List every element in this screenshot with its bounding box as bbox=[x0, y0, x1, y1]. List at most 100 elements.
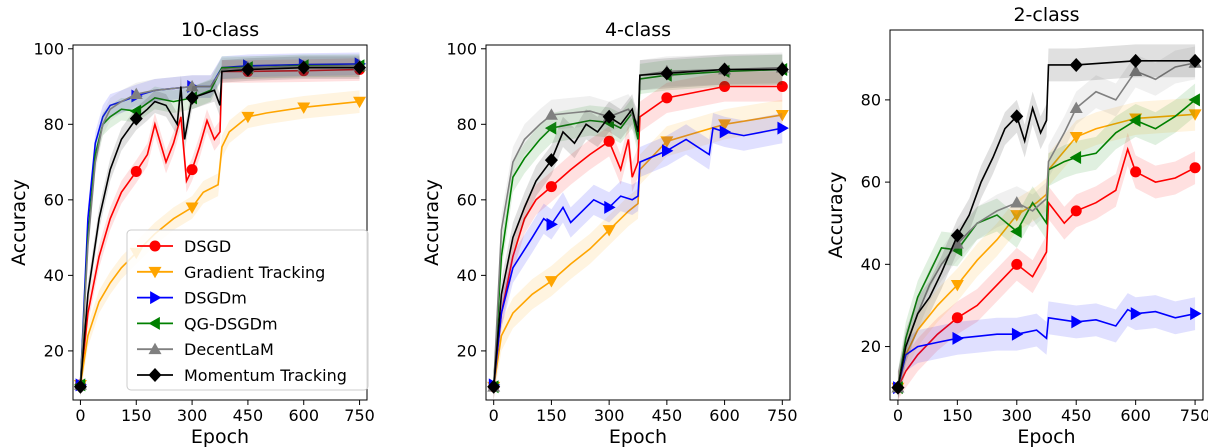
x-tick-label: 450 bbox=[652, 406, 683, 425]
marker-dsgdm bbox=[1071, 315, 1083, 329]
marker-gradient-tracking bbox=[660, 136, 674, 148]
band-decentlam bbox=[897, 46, 1196, 400]
x-tick-label: 450 bbox=[233, 406, 264, 425]
x-tick-label: 300 bbox=[1002, 406, 1033, 425]
line-qg-dsgdm bbox=[897, 99, 1196, 388]
y-tick-label: 20 bbox=[861, 337, 881, 356]
legend: DSGD Gradient Tracking DSGDm QG-DSGDm Decent… bbox=[126, 229, 369, 391]
chart-10-class: 0 150 300 450 600 750 20 40 60 80 100 10-class Epoch… bbox=[8, 19, 375, 447]
marker-gradient-tracking bbox=[1069, 132, 1083, 144]
marker-momentum-tracking bbox=[129, 111, 143, 126]
marker-gradient-tracking bbox=[1188, 109, 1202, 121]
marker-decentlam bbox=[1129, 64, 1143, 76]
marker-momentum-tracking bbox=[950, 228, 964, 243]
x-tick-label: 600 bbox=[709, 406, 740, 425]
chart-title: 4-class bbox=[605, 19, 671, 41]
marker-dsgdm bbox=[1130, 307, 1143, 321]
marker-dsgdm bbox=[661, 144, 674, 158]
x-tick-label: 750 bbox=[344, 406, 375, 425]
chart-4-class: 0 150 300 450 600 750 20 40 60 80 100 4-class Epoch A… bbox=[421, 19, 798, 447]
legend-marker bbox=[150, 291, 162, 305]
y-tick-label: 80 bbox=[44, 115, 64, 134]
marker-momentum-tracking bbox=[185, 90, 199, 105]
band-gradient-tracking bbox=[897, 97, 1196, 400]
marker-momentum-tracking bbox=[1010, 109, 1024, 124]
x-axis-label: Epoch bbox=[609, 426, 667, 447]
legend-label: DSGDm bbox=[184, 289, 247, 308]
marker-dsgdm bbox=[777, 121, 789, 135]
marker-dsgd bbox=[1011, 258, 1023, 270]
x-tick-label: 150 bbox=[942, 406, 973, 425]
legend-marker bbox=[148, 316, 160, 330]
series-decentlam bbox=[891, 46, 1202, 400]
marker-dsgd bbox=[603, 135, 615, 147]
marker-momentum-tracking bbox=[544, 153, 558, 168]
chart-title: 2-class bbox=[1013, 4, 1079, 26]
series-dsgdm bbox=[488, 112, 789, 400]
marker-decentlam bbox=[544, 108, 558, 120]
legend-label: Gradient Tracking bbox=[184, 263, 325, 282]
y-tick-label: 100 bbox=[33, 39, 64, 58]
y-tick-label: 60 bbox=[861, 173, 881, 192]
marker-momentum-tracking bbox=[891, 380, 905, 395]
series-momentum-tracking bbox=[487, 54, 789, 400]
plot-frame bbox=[485, 44, 791, 401]
marker-dsgd bbox=[545, 181, 557, 193]
chart-title: 10-class bbox=[181, 19, 259, 41]
x-tick-label: 0 bbox=[893, 406, 903, 425]
marker-dsgd bbox=[1130, 166, 1142, 178]
marker-dsgd bbox=[186, 164, 198, 176]
line-decentlam bbox=[79, 65, 360, 385]
marker-qg-dsgdm bbox=[1010, 224, 1022, 238]
legend-marker bbox=[148, 266, 162, 279]
line-momentum-tracking bbox=[897, 59, 1196, 388]
chart-2-class: 0 150 300 450 600 750 20 40 60 80 2-class Epoch Accu… bbox=[825, 4, 1208, 447]
x-tick-label: 150 bbox=[121, 406, 152, 425]
x-tick-label: 600 bbox=[1120, 406, 1151, 425]
legend-marker bbox=[148, 342, 162, 355]
x-tick-label: 600 bbox=[288, 406, 319, 425]
marker-gradient-tracking bbox=[241, 111, 255, 124]
marker-gradient-tracking bbox=[544, 276, 558, 288]
legend-label: QG-DSGDm bbox=[184, 314, 278, 333]
legend-label: Momentum Tracking bbox=[184, 366, 347, 385]
legend-label: DSGD bbox=[184, 237, 231, 256]
y-tick-label: 60 bbox=[457, 190, 477, 209]
marker-dsgd bbox=[776, 81, 788, 93]
marker-decentlam bbox=[185, 80, 199, 92]
legend-entry-momentum-tracking: Momentum Tracking bbox=[137, 366, 347, 385]
legend-entry-decentlam: DecentLaM bbox=[137, 340, 274, 359]
y-tick-label: 40 bbox=[861, 255, 881, 274]
marker-gradient-tracking bbox=[185, 202, 199, 214]
marker-momentum-tracking bbox=[487, 379, 501, 394]
line-momentum-tracking bbox=[492, 68, 783, 387]
marker-gradient-tracking bbox=[718, 119, 732, 131]
marker-dsgdm bbox=[1190, 307, 1202, 321]
marker-momentum-tracking bbox=[1129, 53, 1143, 68]
marker-momentum-tracking bbox=[241, 62, 255, 77]
y-tick-label: 80 bbox=[457, 115, 477, 134]
x-tick-label: 150 bbox=[536, 406, 567, 425]
y-tick-label: 20 bbox=[44, 341, 64, 360]
marker-gradient-tracking bbox=[1010, 210, 1024, 222]
marker-momentum-tracking bbox=[73, 379, 87, 394]
x-tick-label: 300 bbox=[594, 406, 625, 425]
marker-decentlam bbox=[950, 237, 964, 249]
line-momentum-tracking bbox=[79, 66, 360, 387]
marker-dsgdm bbox=[546, 217, 558, 231]
marker-momentum-tracking bbox=[602, 109, 616, 124]
marker-momentum-tracking bbox=[660, 66, 674, 81]
x-tick-label: 450 bbox=[1061, 406, 1092, 425]
y-tick-label: 40 bbox=[457, 266, 477, 285]
marker-qg-dsgdm bbox=[544, 121, 557, 135]
legend-label: DecentLaM bbox=[184, 340, 274, 359]
marker-gradient-tracking bbox=[602, 225, 616, 237]
marker-momentum-tracking bbox=[718, 62, 732, 77]
legend-marker bbox=[149, 240, 161, 252]
line-decentlam bbox=[492, 66, 783, 387]
series-gradient-tracking bbox=[891, 97, 1202, 400]
y-tick-label: 60 bbox=[44, 190, 64, 209]
legend-entry-qg-dsgdm: QG-DSGDm bbox=[137, 314, 278, 333]
marker-gradient-tracking bbox=[950, 280, 964, 292]
